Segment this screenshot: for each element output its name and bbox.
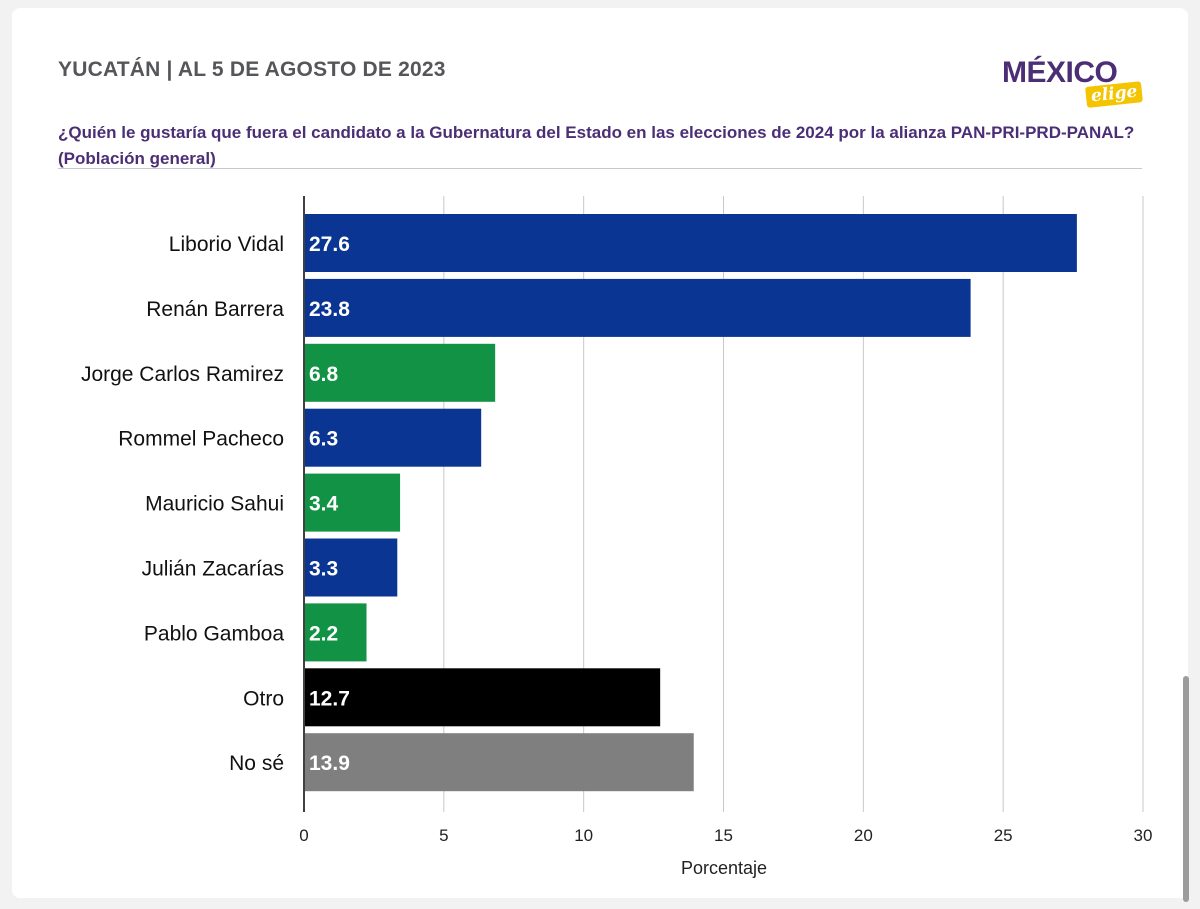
axes: 0 5 10 15 20 25 30 Liborio Vidal Renán Barrera Jo… [81, 196, 1153, 845]
bar-value-label: 6.3 [309, 428, 338, 451]
bar-value-label: 6.8 [309, 363, 339, 386]
scrollbar[interactable] [1183, 676, 1189, 902]
category-label: Mauricio Sahui [145, 493, 284, 516]
x-tick-label: 30 [1134, 826, 1153, 845]
category-label: Jorge Carlos Ramirez [81, 363, 284, 386]
bar [305, 538, 398, 597]
x-tick-label: 20 [854, 826, 873, 845]
bars: 27.6 23.8 6.8 6.3 3.4 3.3 2.2 12.7 13.9 [305, 214, 1077, 792]
survey-question: ¿Quién le gustaría que fuera el candidat… [58, 123, 1135, 168]
logo-wordmark: MÉXICO [1002, 56, 1118, 89]
category-label: No sé [229, 752, 284, 775]
bar [305, 733, 694, 792]
bar [305, 473, 401, 532]
bar-value-label: 3.4 [309, 493, 339, 516]
category-label: Julián Zacarías [142, 558, 284, 581]
bar [305, 343, 496, 402]
category-label: Pablo Gamboa [144, 622, 284, 645]
header-divider [58, 168, 1142, 169]
bar-value-label: 12.7 [309, 687, 350, 710]
x-tick-label: 5 [439, 826, 448, 845]
x-tick-label: 0 [299, 826, 308, 845]
category-label: Otro [243, 687, 284, 710]
bar-value-label: 27.6 [309, 233, 350, 256]
bar [305, 408, 482, 467]
category-label: Renán Barrera [146, 298, 284, 321]
bar [305, 603, 367, 662]
bar-value-label: 23.8 [309, 298, 350, 321]
bar-value-label: 3.3 [309, 558, 338, 581]
category-label: Liborio Vidal [169, 233, 284, 256]
bar [305, 214, 1077, 272]
x-tick-label: 10 [574, 826, 593, 845]
page-title: YUCATÁN | AL 5 DE AGOSTO DE 2023 [58, 58, 446, 81]
bar-value-label: 2.2 [309, 622, 338, 645]
brand-logo: MÉXICO elige [1002, 56, 1152, 114]
bar [305, 278, 971, 337]
bar-value-label: 13.9 [309, 752, 350, 775]
category-label: Rommel Pacheco [118, 428, 284, 451]
x-axis-title: Porcentaje [681, 858, 767, 878]
x-tick-label: 25 [994, 826, 1013, 845]
x-tick-label: 15 [714, 826, 733, 845]
bar [305, 668, 661, 727]
